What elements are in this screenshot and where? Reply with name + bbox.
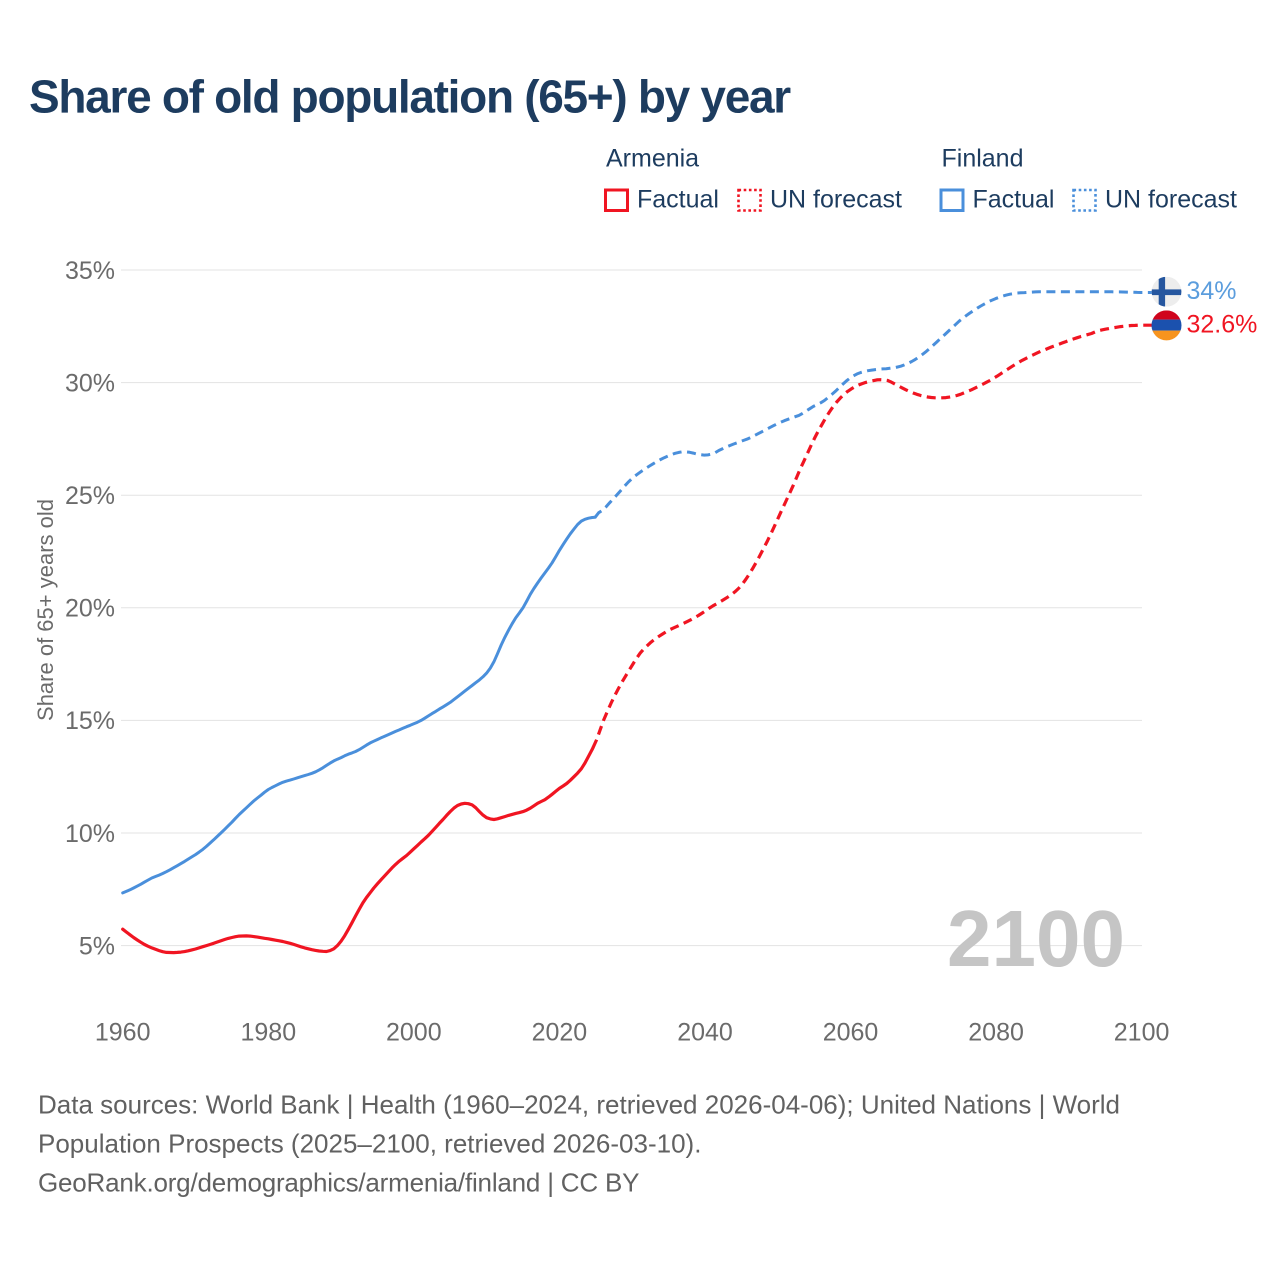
svg-text:35%: 35% — [65, 257, 115, 285]
svg-text:25%: 25% — [65, 482, 115, 510]
svg-text:UN forecast: UN forecast — [770, 186, 902, 214]
svg-text:34%: 34% — [1187, 277, 1237, 305]
svg-text:20%: 20% — [65, 595, 115, 623]
svg-text:2020: 2020 — [532, 1019, 588, 1047]
svg-text:1980: 1980 — [240, 1019, 296, 1047]
svg-text:2100: 2100 — [947, 894, 1125, 983]
svg-text:GeoRank.org/demographics/armen: GeoRank.org/demographics/armenia/finland… — [38, 1168, 639, 1198]
svg-text:2080: 2080 — [968, 1019, 1024, 1047]
svg-text:5%: 5% — [79, 932, 115, 960]
svg-text:10%: 10% — [65, 820, 115, 848]
svg-text:Share of old population (65+): Share of old population (65+) by year — [29, 71, 791, 123]
svg-text:UN forecast: UN forecast — [1105, 186, 1237, 214]
svg-text:2040: 2040 — [677, 1019, 733, 1047]
svg-text:1960: 1960 — [95, 1019, 151, 1047]
svg-text:2060: 2060 — [823, 1019, 879, 1047]
svg-text:Population Prospects (2025–210: Population Prospects (2025–2100, retriev… — [38, 1129, 701, 1159]
svg-text:15%: 15% — [65, 707, 115, 735]
svg-text:32.6%: 32.6% — [1187, 311, 1258, 339]
svg-text:Factual: Factual — [973, 186, 1055, 214]
svg-text:Factual: Factual — [637, 186, 719, 214]
svg-text:Data sources: World Bank | Hea: Data sources: World Bank | Health (1960–… — [38, 1090, 1120, 1120]
svg-text:2000: 2000 — [386, 1019, 442, 1047]
svg-text:30%: 30% — [65, 369, 115, 397]
svg-text:Finland: Finland — [942, 145, 1024, 173]
svg-text:Armenia: Armenia — [606, 145, 699, 173]
svg-text:2100: 2100 — [1114, 1019, 1170, 1047]
svg-text:Share of 65+ years old: Share of 65+ years old — [33, 499, 58, 721]
